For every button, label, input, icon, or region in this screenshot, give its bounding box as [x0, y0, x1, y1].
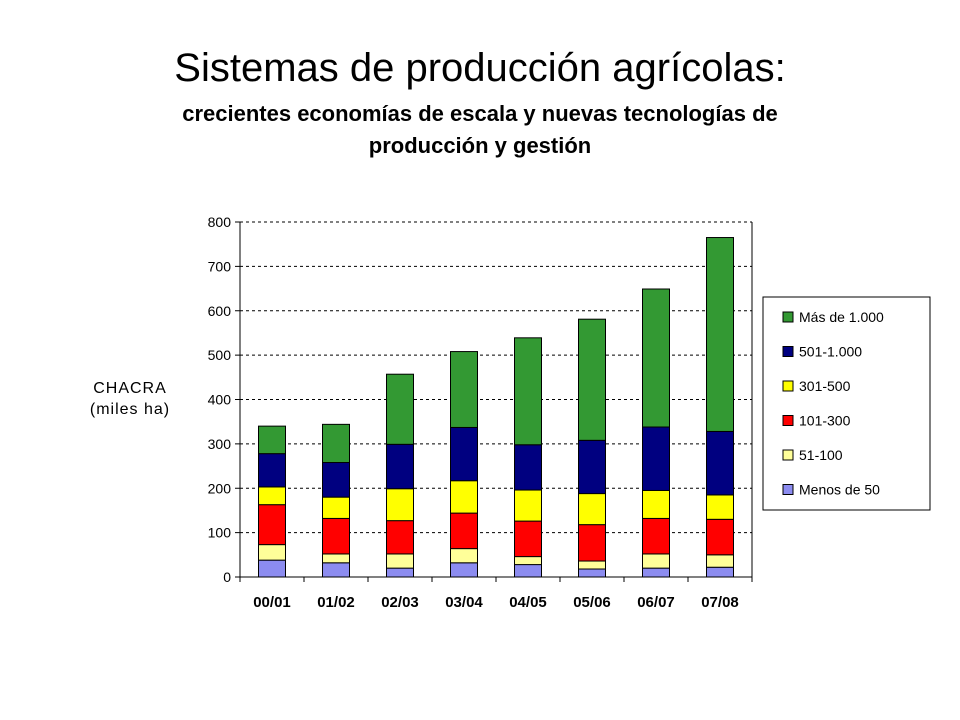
- bar-segment-menos-de-50-05-06: [578, 568, 606, 578]
- legend-swatch: [782, 346, 794, 357]
- bar-segment-m-s-de-1-000-00-01: [258, 425, 286, 455]
- bar-segment-51-100-06-07: [642, 553, 670, 569]
- bar-segment-301-500-00-01: [258, 486, 286, 506]
- bar-segment-501-1-000-02-03: [386, 443, 414, 490]
- y-tick-label: 500: [208, 347, 232, 363]
- bar-segment-51-100-07-08: [706, 554, 734, 568]
- bar-segment-501-1-000-03-04: [450, 426, 478, 482]
- bar-segment-menos-de-50-07-08: [706, 566, 734, 578]
- y-tick-label: 700: [208, 258, 232, 274]
- x-tick-label: 07/08: [701, 594, 739, 611]
- y-tick-label: 800: [208, 214, 232, 230]
- legend: Más de 1.000 501-1.000 301-500 101-300 51-10…: [762, 296, 931, 511]
- x-tick-label: 03/04: [445, 594, 483, 611]
- page-subtitle: crecientes economías de escala y nuevas …: [182, 101, 778, 158]
- bar-segment-501-1-000-05-06: [578, 439, 606, 495]
- y-tick-label: 100: [208, 525, 232, 541]
- legend-label: 51-100: [799, 447, 843, 463]
- bar-segment-menos-de-50-03-04: [450, 562, 478, 578]
- bar-segment-m-s-de-1-000-01-02: [322, 423, 350, 464]
- bar-segment-menos-de-50-06-07: [642, 567, 670, 578]
- legend-swatch: [782, 484, 794, 495]
- bar-segment-m-s-de-1-000-05-06: [578, 318, 606, 441]
- bar-segment-m-s-de-1-000-04-05: [514, 337, 542, 446]
- bar-segment-301-500-04-05: [514, 489, 542, 522]
- bar-segment-51-100-04-05: [514, 556, 542, 566]
- legend-swatch: [782, 449, 794, 461]
- bar-segment-101-300-02-03: [386, 520, 414, 555]
- bar-segment-m-s-de-1-000-07-08: [706, 237, 734, 432]
- bar-segment-301-500-06-07: [642, 489, 670, 519]
- bar-segment-301-500-01-02: [322, 496, 350, 519]
- bar-segment-menos-de-50-00-01: [258, 559, 286, 578]
- bar-segment-101-300-00-01: [258, 504, 286, 546]
- bar-segment-m-s-de-1-000-03-04: [450, 351, 478, 428]
- x-tick-label: 00/01: [253, 594, 291, 611]
- bar-segment-301-500-07-08: [706, 494, 734, 520]
- bar-segment-101-300-04-05: [514, 520, 542, 558]
- bar-segment-301-500-02-03: [386, 488, 414, 522]
- bar-segment-menos-de-50-04-05: [514, 564, 542, 578]
- legend-swatch: [782, 415, 794, 426]
- legend-label: 501-1.000: [799, 344, 862, 360]
- y-tick-label: 400: [208, 392, 232, 408]
- bar-segment-menos-de-50-02-03: [386, 567, 414, 578]
- y-axis-label-line-1: CHACRA: [93, 380, 167, 397]
- bar-segment-51-100-05-06: [578, 560, 606, 570]
- legend-box: [762, 296, 931, 511]
- legend-label: Más de 1.000: [799, 309, 884, 325]
- bar-segment-501-1-000-00-01: [258, 453, 286, 488]
- bar-segment-101-300-01-02: [322, 517, 350, 555]
- axes: [235, 221, 753, 582]
- legend-swatch: [782, 380, 794, 392]
- bar-segment-101-300-06-07: [642, 517, 670, 555]
- bar-segment-101-300-05-06: [578, 524, 606, 562]
- bar-segment-501-1-000-06-07: [642, 426, 670, 491]
- x-tick-label: 02/03: [381, 594, 419, 611]
- y-tick-label: 300: [208, 436, 232, 452]
- bar-segment-301-500-05-06: [578, 493, 606, 526]
- bar-segment-m-s-de-1-000-02-03: [386, 373, 414, 445]
- bar-segment-menos-de-50-01-02: [322, 562, 350, 578]
- x-tick-label: 06/07: [637, 594, 675, 611]
- legend-label: 301-500: [799, 378, 851, 394]
- x-tick-label: 05/06: [573, 594, 611, 611]
- y-axis-label-line-2: (miles ha): [89, 401, 171, 418]
- y-tick-label: 0: [223, 569, 231, 585]
- bar-segment-501-1-000-04-05: [514, 444, 542, 491]
- y-tick-label: 200: [208, 480, 232, 496]
- bar-segment-m-s-de-1-000-06-07: [642, 288, 670, 428]
- bars: [258, 237, 734, 578]
- bar-segment-301-500-03-04: [450, 480, 478, 514]
- legend-swatch: [782, 311, 794, 323]
- bar-segment-51-100-01-02: [322, 553, 350, 564]
- gridlines: [240, 221, 752, 534]
- x-tick-label: 04/05: [509, 594, 547, 611]
- tick-labels: 0 100 200 300 400 500 600 700 800 00/01 01/02 02/03…: [208, 214, 739, 611]
- y-tick-label: 600: [208, 303, 232, 319]
- bar-segment-501-1-000-07-08: [706, 430, 734, 496]
- bar-segment-51-100-03-04: [450, 548, 478, 564]
- page-title: Sistemas de producción agrícolas:: [174, 46, 786, 90]
- legend-label: Menos de 50: [799, 482, 880, 498]
- y-axis-label: CHACRA (miles ha): [70, 378, 190, 420]
- bar-segment-51-100-02-03: [386, 553, 414, 569]
- legend-label: 101-300: [799, 413, 851, 429]
- x-tick-label: 01/02: [317, 594, 355, 611]
- bar-segment-101-300-07-08: [706, 518, 734, 556]
- bar-segment-101-300-03-04: [450, 512, 478, 550]
- bar-segment-51-100-00-01: [258, 544, 286, 561]
- bar-segment-501-1-000-01-02: [322, 462, 350, 498]
